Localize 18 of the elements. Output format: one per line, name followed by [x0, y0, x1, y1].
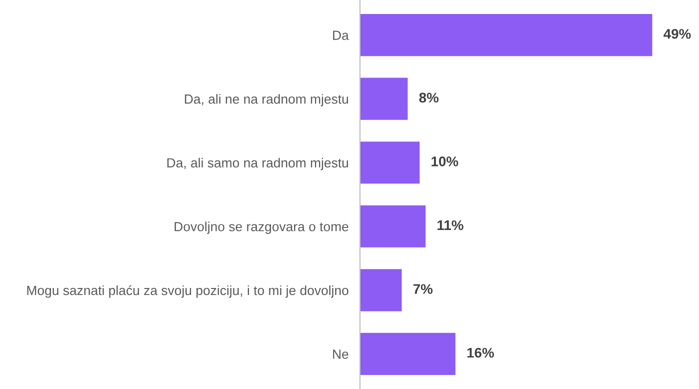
y-tick-label: Da, ali samo na radnom mjestu	[167, 158, 348, 170]
bar	[360, 332, 456, 375]
y-tick-label: Da	[333, 30, 349, 40]
bar	[360, 78, 408, 120]
data-label: 11%	[438, 220, 464, 230]
data-label: 7%	[413, 284, 433, 294]
bar	[360, 269, 402, 312]
bar	[360, 205, 426, 248]
y-tick-label: Ne	[333, 350, 348, 359]
y-tick-label: Da, ali ne na radnom mjestu	[184, 94, 348, 106]
data-label: 16%	[467, 348, 494, 358]
y-tick-label: Mogu saznati plaću za svoju poziciju, i to mi je dovoljno	[27, 285, 348, 298]
y-tick-label: Dovoljno se razgovara o tome	[174, 222, 348, 234]
bar	[360, 142, 420, 184]
data-label: 8%	[419, 92, 439, 103]
data-label: 10%	[432, 156, 458, 166]
data-label: 49%	[664, 28, 691, 39]
bar	[360, 14, 652, 56]
